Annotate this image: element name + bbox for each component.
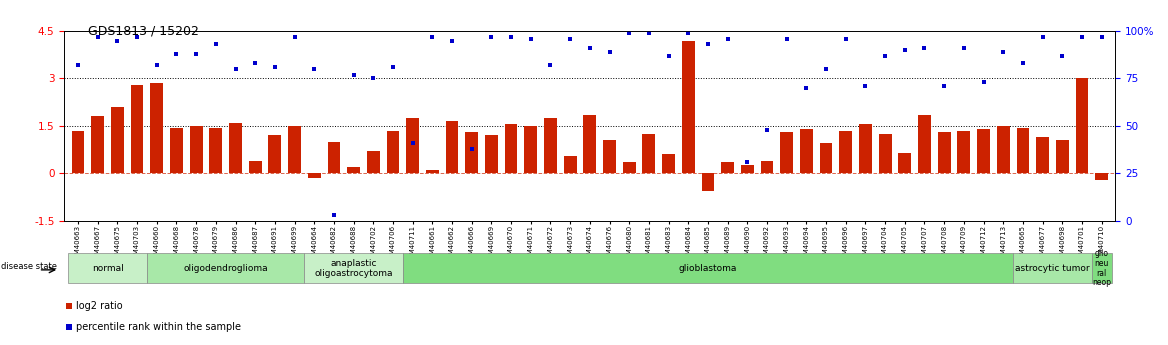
- Bar: [485, 136, 498, 173]
- Bar: [564, 156, 577, 173]
- Bar: [938, 132, 951, 173]
- Bar: [209, 128, 222, 173]
- Bar: [1056, 140, 1069, 173]
- Bar: [406, 118, 419, 173]
- Text: log2 ratio: log2 ratio: [76, 301, 123, 311]
- Bar: [189, 126, 202, 173]
- Bar: [898, 153, 911, 173]
- Bar: [780, 132, 793, 173]
- Bar: [308, 173, 321, 178]
- Bar: [288, 126, 301, 173]
- Text: glio
neu
ral
neop: glio neu ral neop: [1092, 249, 1111, 287]
- Bar: [131, 85, 144, 173]
- Bar: [1076, 79, 1089, 173]
- Bar: [820, 143, 833, 173]
- Bar: [642, 134, 655, 173]
- Text: anaplastic
oligoastrocytoma: anaplastic oligoastrocytoma: [314, 259, 392, 278]
- Bar: [68, 254, 147, 283]
- Bar: [151, 83, 164, 173]
- Bar: [623, 162, 635, 173]
- Bar: [800, 129, 813, 173]
- Bar: [426, 170, 439, 173]
- Bar: [71, 131, 84, 173]
- Bar: [741, 166, 753, 173]
- Bar: [91, 117, 104, 173]
- Bar: [858, 124, 871, 173]
- Bar: [305, 254, 403, 283]
- Bar: [603, 140, 616, 173]
- Bar: [524, 126, 537, 173]
- Bar: [403, 254, 1013, 283]
- Text: glioblastoma: glioblastoma: [679, 264, 737, 273]
- Bar: [702, 173, 715, 191]
- Bar: [1016, 128, 1029, 173]
- Bar: [840, 131, 853, 173]
- Bar: [387, 131, 399, 173]
- Text: normal: normal: [91, 264, 124, 273]
- Bar: [147, 254, 305, 283]
- Bar: [249, 161, 262, 173]
- Bar: [878, 134, 891, 173]
- Bar: [1036, 137, 1049, 173]
- Bar: [1092, 254, 1112, 283]
- Text: percentile rank within the sample: percentile rank within the sample: [76, 322, 241, 332]
- Bar: [721, 162, 734, 173]
- Bar: [958, 131, 971, 173]
- Bar: [465, 132, 478, 173]
- Bar: [505, 124, 517, 173]
- Bar: [1013, 254, 1092, 283]
- Bar: [682, 41, 695, 173]
- Bar: [918, 115, 931, 173]
- Bar: [662, 155, 675, 173]
- Text: oligodendroglioma: oligodendroglioma: [183, 264, 267, 273]
- Bar: [229, 123, 242, 173]
- Bar: [367, 151, 380, 173]
- Bar: [327, 142, 340, 173]
- Bar: [996, 126, 1009, 173]
- Bar: [446, 121, 458, 173]
- Text: disease state: disease state: [1, 262, 57, 271]
- Text: GDS1813 / 15202: GDS1813 / 15202: [88, 24, 199, 37]
- Bar: [544, 118, 557, 173]
- Bar: [111, 107, 124, 173]
- Bar: [347, 167, 360, 173]
- Bar: [171, 128, 183, 173]
- Bar: [760, 161, 773, 173]
- Bar: [978, 129, 990, 173]
- Bar: [584, 115, 596, 173]
- Text: astrocytic tumor: astrocytic tumor: [1015, 264, 1090, 273]
- Bar: [269, 136, 281, 173]
- Bar: [1096, 173, 1108, 180]
